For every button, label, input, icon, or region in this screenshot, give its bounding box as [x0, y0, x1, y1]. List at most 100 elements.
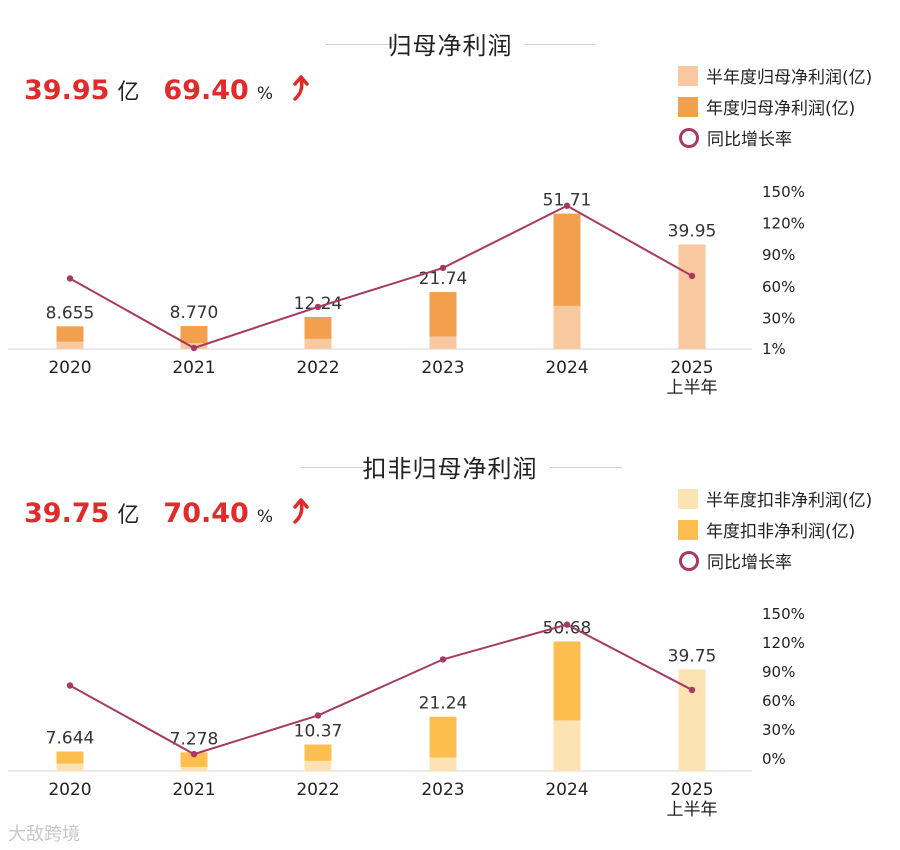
legend-swatch: [678, 488, 698, 509]
right-axis-tick-label: 1%: [762, 340, 786, 358]
x-tick-label: 2021: [172, 780, 215, 800]
growth-rate-point: [439, 264, 447, 272]
right-axis-tick-label: 30%: [762, 721, 795, 739]
bar-data-label: 10.37: [294, 721, 343, 741]
kpi-unit: 亿: [117, 80, 140, 105]
legend-label: 年度扣非净利润(亿): [706, 522, 856, 542]
legend-label: 同比增长率: [707, 553, 792, 573]
net-profit-panel: 8.65520208.770202112.24202221.74202351.7…: [0, 26, 900, 398]
legend-item-growth: 同比增长率: [678, 122, 872, 153]
chart-legend: 半年度扣非净利润(亿) 年度扣非净利润(亿) 同比增长率: [678, 483, 872, 576]
right-axis-tick-label: 0%: [762, 750, 786, 768]
bar-data-label: 7.644: [46, 728, 95, 748]
bar-half-year: [678, 244, 706, 349]
legend-swatch: [678, 96, 698, 117]
bar-annual: [180, 752, 208, 771]
growth-rate-line: [69, 204, 693, 350]
x-tick-label: 2024: [545, 358, 588, 378]
kpi-summary: 39.75 亿 70.40%: [24, 497, 310, 537]
legend-swatch: [678, 65, 698, 86]
x-tick-label: 上半年: [667, 378, 718, 398]
legend-ring-marker: [679, 550, 699, 571]
legend-item-half-year: 半年度归母净利润(亿): [678, 60, 872, 91]
bar-data-label: 39.95: [668, 221, 717, 241]
x-tick-label: 2021: [172, 358, 215, 378]
bar-half-year: [56, 341, 84, 349]
growth-rate-point: [314, 303, 322, 311]
x-tick-label: 上半年: [667, 800, 718, 820]
deducted-net-profit-panel: 7.644 2020 7.278 2021 10.37 2022 21.24 2023 50.6…: [0, 423, 900, 848]
bar-data-label: 39.75: [668, 646, 717, 666]
growth-rate-point: [563, 621, 571, 628]
x-tick-label: 2023: [421, 358, 464, 378]
growth-rate-point: [314, 712, 322, 719]
bar-half-year: [56, 763, 84, 771]
right-axis-tick-label: 150%: [762, 605, 805, 623]
legend-swatch: [678, 519, 698, 540]
legend-item-growth: 同比增长率: [678, 545, 872, 576]
growth-rate-point: [688, 686, 696, 694]
x-tick-label: 2020: [48, 780, 91, 800]
right-axis-tick-label: 90%: [762, 663, 795, 681]
title-divider-right: [550, 467, 622, 468]
legend-item-annual: 年度扣非净利润(亿): [678, 514, 872, 545]
right-axis-tick-label: 30%: [762, 309, 795, 327]
growth-rate-point: [563, 202, 571, 209]
legend-ring-marker: [679, 127, 699, 148]
watermark: 大敌跨境: [8, 824, 80, 845]
growth-rate-point: [66, 275, 74, 282]
x-tick-label: 2023: [421, 780, 464, 800]
bar-data-label: 8.655: [46, 303, 95, 323]
x-tick-label: 2024: [545, 780, 588, 800]
right-axis-tick-label: 60%: [762, 278, 795, 296]
x-tick-label: 2025: [670, 780, 713, 800]
bar-half-year: [429, 336, 457, 349]
kpi-growth-unit: %: [256, 507, 273, 527]
bar-data-label: 21.74: [419, 269, 468, 289]
kpi-summary: 39.95 亿 69.40%: [24, 74, 310, 114]
bar-data-label: 50.68: [543, 618, 592, 638]
title-divider-left: [300, 467, 372, 468]
title-divider-left: [326, 44, 398, 45]
bar-half-year: [180, 766, 208, 771]
kpi-growth: 70.40: [163, 498, 249, 529]
legend-label: 半年度归母净利润(亿): [706, 68, 873, 88]
bar-half-year: [429, 757, 457, 771]
legend-label: 年度归母净利润(亿): [706, 99, 856, 119]
right-axis-tick-label: 150%: [762, 183, 805, 201]
kpi-value: 39.75: [24, 498, 110, 529]
chart-legend: 半年度归母净利润(亿) 年度归母净利润(亿) 同比增长率: [678, 60, 872, 153]
bar-half-year: [553, 305, 581, 349]
chart-title-row: 归母净利润: [0, 26, 900, 62]
x-tick-label: 2022: [296, 780, 339, 800]
growth-rate-point: [439, 656, 447, 663]
legend-item-half-year: 半年度扣非净利润(亿): [678, 483, 872, 514]
chart-title-row: 扣非归母净利润: [0, 449, 900, 485]
kpi-growth: 69.40: [163, 75, 249, 106]
legend-item-annual: 年度归母净利润(亿): [678, 91, 872, 122]
deducted-net-profit-chart: 7.644 2020 7.278 2021 10.37 2022 21.24 2023 50.6…: [8, 605, 805, 820]
right-axis-tick-label: 90%: [762, 246, 795, 264]
bar-half-year: [553, 720, 581, 771]
kpi-growth-unit: %: [256, 84, 273, 104]
legend-label: 同比增长率: [707, 130, 792, 150]
growth-rate-line: [69, 623, 693, 756]
right-axis-tick-label: 120%: [762, 215, 805, 233]
net-profit-chart: 8.65520208.770202112.24202221.74202351.7…: [8, 183, 805, 398]
right-axis-tick-label: 120%: [762, 634, 805, 652]
x-tick-label: 2022: [296, 358, 339, 378]
x-tick-label: 2025: [670, 358, 713, 378]
chart-title: 归母净利润: [387, 32, 513, 60]
kpi-unit: 亿: [117, 503, 140, 528]
bar-data-label: 21.24: [419, 694, 468, 714]
bar-half-year: [304, 338, 332, 349]
x-tick-label: 2020: [48, 358, 91, 378]
bar-half-year: [304, 760, 332, 771]
growth-rate-point: [190, 344, 198, 352]
growth-rate-point: [688, 272, 696, 280]
up-arrow-icon: [293, 75, 309, 101]
chart-title: 扣非归母净利润: [362, 455, 538, 483]
right-axis-tick-label: 60%: [762, 692, 795, 710]
growth-rate-point: [190, 750, 198, 758]
bar-data-label: 51.71: [543, 191, 592, 211]
